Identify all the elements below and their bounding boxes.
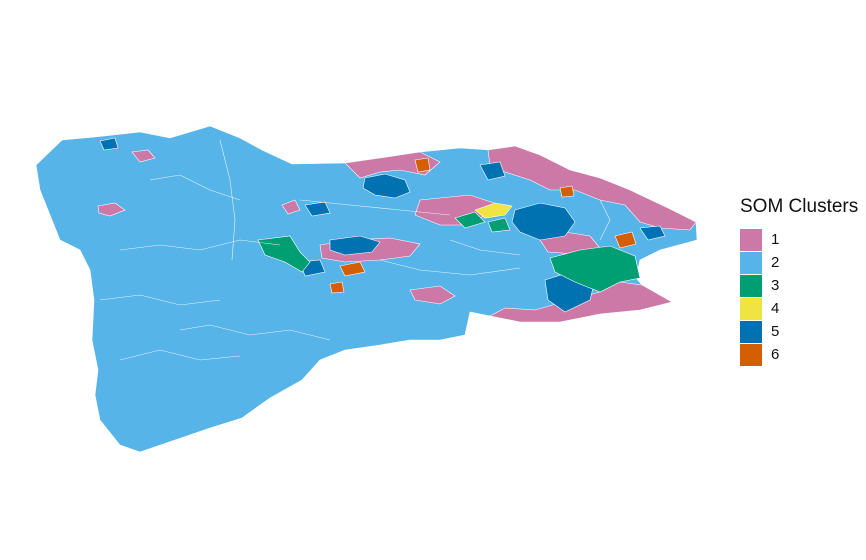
- map-region-cluster-3: [549, 245, 641, 293]
- map-region-cluster-5: [304, 201, 331, 217]
- map-region-cluster-4: [474, 202, 513, 219]
- legend-label: 3: [771, 277, 780, 294]
- legend-swatch: [740, 297, 762, 320]
- map-region-cluster-3: [257, 235, 311, 273]
- legend-label: 5: [771, 323, 780, 340]
- legend-item-4: 4: [740, 297, 858, 320]
- map-region-cluster-5: [511, 202, 576, 241]
- map-region-cluster-6: [329, 281, 345, 294]
- map-region-cluster-1: [131, 149, 156, 163]
- legend-swatch: [740, 274, 762, 297]
- legend: SOM Clusters 1 2 3 4 5 6: [740, 196, 858, 366]
- legend-label: 2: [771, 254, 780, 271]
- legend-item-5: 5: [740, 320, 858, 343]
- legend-item-3: 3: [740, 274, 858, 297]
- map-region-cluster-5: [479, 161, 506, 181]
- legend-label: 6: [771, 346, 780, 363]
- map-region-cluster-6: [339, 261, 366, 277]
- map-region-cluster-5: [362, 173, 411, 199]
- legend-swatch: [740, 343, 762, 366]
- map-region-cluster-1: [344, 151, 441, 179]
- map-region-cluster-6: [614, 231, 637, 249]
- map-region-cluster-6: [559, 185, 575, 198]
- map-region-cluster-6: [414, 157, 431, 173]
- legend-title: SOM Clusters: [740, 196, 859, 217]
- legend-swatch: [740, 251, 762, 274]
- map-region-cluster-5: [329, 235, 381, 256]
- map-region-cluster-1: [281, 199, 301, 215]
- map-region-cluster-1: [409, 285, 456, 305]
- map-region-cluster-1: [97, 202, 126, 217]
- map-region-cluster-5: [99, 137, 119, 151]
- legend-item-2: 2: [740, 251, 858, 274]
- legend-items: 1 2 3 4 5 6: [740, 228, 858, 366]
- legend-swatch: [740, 228, 762, 251]
- legend-item-1: 1: [740, 228, 858, 251]
- legend-swatch: [740, 320, 762, 343]
- map-region-cluster-5: [639, 225, 666, 241]
- legend-label: 4: [771, 300, 780, 317]
- legend-item-6: 6: [740, 343, 858, 366]
- legend-label: 1: [771, 231, 780, 248]
- map-internal-boundaries: [99, 139, 611, 361]
- map-region-cluster-3: [454, 211, 486, 229]
- map-region-cluster-3: [487, 217, 511, 233]
